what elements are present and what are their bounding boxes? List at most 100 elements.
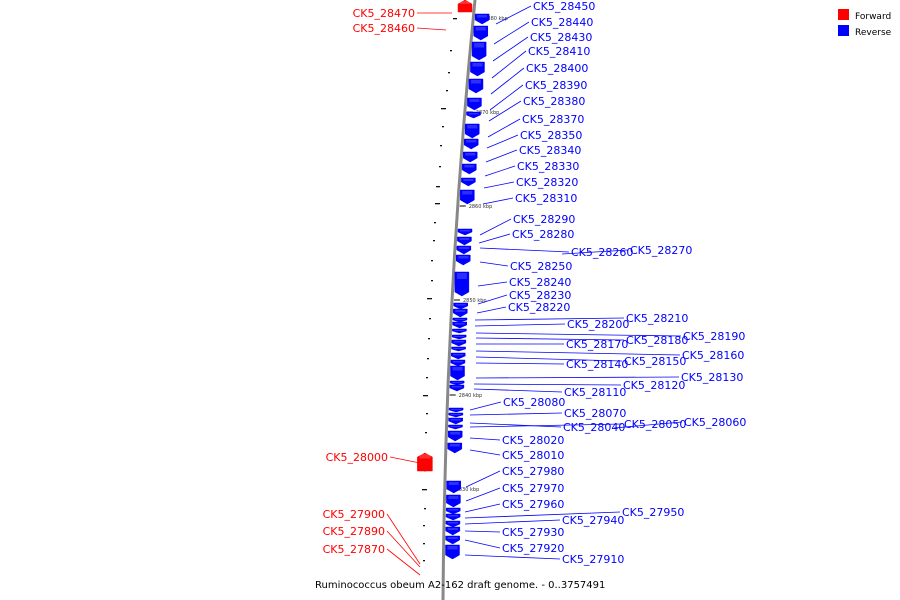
gene-feature-ck5-28260[interactable] xyxy=(456,245,472,255)
gene-label-ck5-28350[interactable]: CK5_28350 xyxy=(520,129,582,142)
gene-label-ck5-28170[interactable]: CK5_28170 xyxy=(566,338,628,351)
gene-feature-ck5-27910[interactable] xyxy=(445,544,460,560)
gene-label-ck5-27910[interactable]: CK5_27910 xyxy=(562,553,624,566)
gene-feature-ck5-28310[interactable] xyxy=(460,189,475,205)
gene-feature-ck5-27940[interactable] xyxy=(445,520,461,528)
gene-label-ck5-28260[interactable]: CK5_28260 xyxy=(571,246,633,259)
gene-label-ck5-28330[interactable]: CK5_28330 xyxy=(517,160,579,173)
gene-feature-ck5-28320[interactable] xyxy=(461,177,476,187)
gene-feature-ck5-28340[interactable] xyxy=(462,151,478,163)
gene-feature-ck5-28280[interactable] xyxy=(457,236,472,246)
gene-label-ck5-28370[interactable]: CK5_28370 xyxy=(522,113,584,126)
gene-label-ck5-28200[interactable]: CK5_28200 xyxy=(567,318,629,331)
gene-label-ck5-28110[interactable]: CK5_28110 xyxy=(564,386,626,399)
gene-label-ck5-28460[interactable]: CK5_28460 xyxy=(353,22,415,35)
gene-feature-ck5-28040[interactable] xyxy=(448,417,463,425)
gene-label-ck5-28280[interactable]: CK5_28280 xyxy=(512,228,574,241)
gene-feature-ck5-28220[interactable] xyxy=(453,308,468,318)
gene-feature-ck5-28110[interactable] xyxy=(449,384,465,392)
gene-label-ck5-28250[interactable]: CK5_28250 xyxy=(510,260,572,273)
gene-label-ck5-28240[interactable]: CK5_28240 xyxy=(509,276,571,289)
gene-feature-ck5-28130[interactable] xyxy=(450,365,465,381)
gene-label-ck5-28290[interactable]: CK5_28290 xyxy=(513,213,575,226)
gene-label-ck5-28190[interactable]: CK5_28190 xyxy=(683,330,745,343)
gene-feature-ck5-28400[interactable] xyxy=(468,78,484,94)
gene-label-ck5-27950[interactable]: CK5_27950 xyxy=(622,506,684,519)
gene-label-ck5-27870[interactable]: CK5_27870 xyxy=(323,543,385,556)
gene-feature-ck5-27920[interactable] xyxy=(445,535,460,545)
gene-label-ck5-28150[interactable]: CK5_28150 xyxy=(624,355,686,368)
gene-label-ck5-27920[interactable]: CK5_27920 xyxy=(502,542,564,555)
gene-label-ck5-28440[interactable]: CK5_28440 xyxy=(531,16,593,29)
gene-label-ck5-28210[interactable]: CK5_28210 xyxy=(626,312,688,325)
gene-feature-ck5-28050[interactable] xyxy=(448,424,463,430)
gene-label-ck5-27940[interactable]: CK5_27940 xyxy=(562,514,624,527)
gene-label-ck5-28310[interactable]: CK5_28310 xyxy=(515,192,577,205)
gene-label-ck5-28080[interactable]: CK5_28080 xyxy=(503,396,565,409)
gene-label-ck5-28400[interactable]: CK5_28400 xyxy=(526,62,588,75)
gene-feature-ck5-28230[interactable] xyxy=(453,302,468,310)
gene-label-ck5-27890[interactable]: CK5_27890 xyxy=(323,525,385,538)
gene-feature-ck5-27930[interactable] xyxy=(445,526,461,536)
gene-label-ck5-27960[interactable]: CK5_27960 xyxy=(502,498,564,511)
gene-label-ck5-28010[interactable]: CK5_28010 xyxy=(502,449,564,462)
gene-label-ck5-28120[interactable]: CK5_28120 xyxy=(623,379,685,392)
gene-label-ck5-28160[interactable]: CK5_28160 xyxy=(682,349,744,362)
gene-feature-ck5-28430[interactable] xyxy=(471,41,487,61)
gene-feature-ck5-27980[interactable] xyxy=(446,480,461,494)
gene-feature-ck5-28070[interactable] xyxy=(448,412,464,418)
gene-label-ck5-28000[interactable]: CK5_28000 xyxy=(326,451,388,464)
gene-label-ck5-28230[interactable]: CK5_28230 xyxy=(509,289,571,302)
gene-feature-ck5-28170[interactable] xyxy=(451,339,467,347)
gene-label-ck5-27970[interactable]: CK5_27970 xyxy=(502,482,564,495)
gene-feature-ck5-28080[interactable] xyxy=(448,407,464,413)
gene-label-ck5-28450[interactable]: CK5_28450 xyxy=(533,0,595,13)
gene-feature-ck5-28000[interactable] xyxy=(417,452,433,472)
gene-feature-ck5-28150[interactable] xyxy=(451,352,466,360)
gene-feature-ck5-28190[interactable] xyxy=(452,328,467,334)
gene-feature-ck5-28330[interactable] xyxy=(462,163,477,175)
gene-label-ck5-28040[interactable]: CK5_28040 xyxy=(563,421,625,434)
gene-feature-ck5-28010[interactable] xyxy=(447,442,463,454)
gene-feature-ck5-28250[interactable] xyxy=(456,254,471,266)
gene-label-ck5-28380[interactable]: CK5_28380 xyxy=(523,95,585,108)
gene-label-ck5-28320[interactable]: CK5_28320 xyxy=(516,176,578,189)
gene-feature-ck5-28160[interactable] xyxy=(451,346,466,352)
gene-label-ck5-28020[interactable]: CK5_28020 xyxy=(502,434,564,447)
gene-feature-ck5-28020[interactable] xyxy=(447,430,463,442)
gene-label-ck5-28060[interactable]: CK5_28060 xyxy=(684,416,746,429)
gene-feature-ck5-28370[interactable] xyxy=(464,123,480,139)
gene-label-ck5-27980[interactable]: CK5_27980 xyxy=(502,465,564,478)
gene-feature-ck5-28450[interactable] xyxy=(474,13,490,25)
gene-feature-ck5-28140[interactable] xyxy=(450,359,466,367)
gene-label-ck5-28050[interactable]: CK5_28050 xyxy=(624,418,686,431)
gene-label-ck5-28070[interactable]: CK5_28070 xyxy=(564,407,626,420)
gene-label-ck5-28140[interactable]: CK5_28140 xyxy=(566,358,628,371)
gene-feature-ck5-28210[interactable] xyxy=(452,317,468,323)
gene-label-ck5-28180[interactable]: CK5_28180 xyxy=(626,334,688,347)
gene-label-ck5-28410[interactable]: CK5_28410 xyxy=(528,45,590,58)
gene-feature-ck5-28410[interactable] xyxy=(470,61,485,77)
gene-label-ck5-28130[interactable]: CK5_28130 xyxy=(681,371,743,384)
gene-feature-ck5-28470[interactable] xyxy=(457,0,473,13)
gene-feature-ck5-27950[interactable] xyxy=(445,513,461,521)
gene-feature-ck5-28440[interactable] xyxy=(473,25,489,41)
gene-feature-ck5-28180[interactable] xyxy=(451,334,467,340)
gene-label-ck5-27900[interactable]: CK5_27900 xyxy=(323,508,385,521)
gene-label-ck5-28390[interactable]: CK5_28390 xyxy=(525,79,587,92)
gene-label-ck5-28430[interactable]: CK5_28430 xyxy=(530,31,592,44)
gene-feature-ck5-28120[interactable] xyxy=(449,380,465,386)
gene-feature-ck5-28380[interactable] xyxy=(466,111,481,119)
gene-feature-ck5-28350[interactable] xyxy=(463,138,479,150)
gene-label-ck5-28220[interactable]: CK5_28220 xyxy=(508,301,570,314)
gene-label-ck5-28470[interactable]: CK5_28470 xyxy=(353,7,415,20)
gene-feature-ck5-27970[interactable] xyxy=(446,494,461,508)
gene-label-ck5-27930[interactable]: CK5_27930 xyxy=(502,526,564,539)
gene-label-ck5-28340[interactable]: CK5_28340 xyxy=(519,144,581,157)
gene-feature-ck5-28290[interactable] xyxy=(457,228,473,236)
gene-feature-ck5-28200[interactable] xyxy=(452,321,467,329)
gene-feature-ck5-28240[interactable] xyxy=(454,271,470,297)
gene-feature-ck5-27960[interactable] xyxy=(445,507,461,515)
gene-feature-ck5-28390[interactable] xyxy=(467,97,482,111)
gene-label-ck5-28270[interactable]: CK5_28270 xyxy=(630,244,692,257)
